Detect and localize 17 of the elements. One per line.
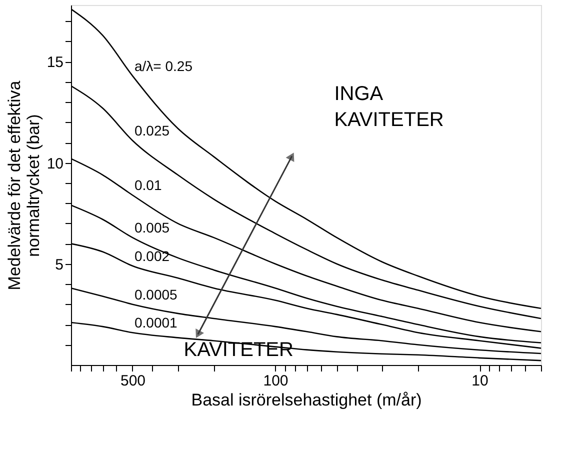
series-label: 0.025 [134,122,170,139]
y-tick-label: 5 [55,256,64,274]
y-tick-label: 10 [46,155,64,172]
series-label: 0.0001 [134,314,178,331]
x-axis-title: Basal isrörelsehastighet (m/år) [191,390,422,410]
series-label: 0.01 [134,177,162,194]
annotation: KAVITETER [184,338,294,361]
series-label: a/λ= 0.25 [134,58,193,74]
series-label: 0.002 [134,248,170,264]
y-axis-title: Medelvärde för det effektiva normaltrycket (bar) [4,80,43,290]
y-tick-label: 15 [46,54,64,72]
x-tick-label: 10 [472,372,488,390]
x-tick-label: 500 [120,372,146,390]
x-tick-label: 100 [263,372,288,390]
annotation: INGA KAVITETER [334,83,444,132]
series-label: 0.0005 [134,286,178,302]
series-label: 0.005 [134,220,170,236]
